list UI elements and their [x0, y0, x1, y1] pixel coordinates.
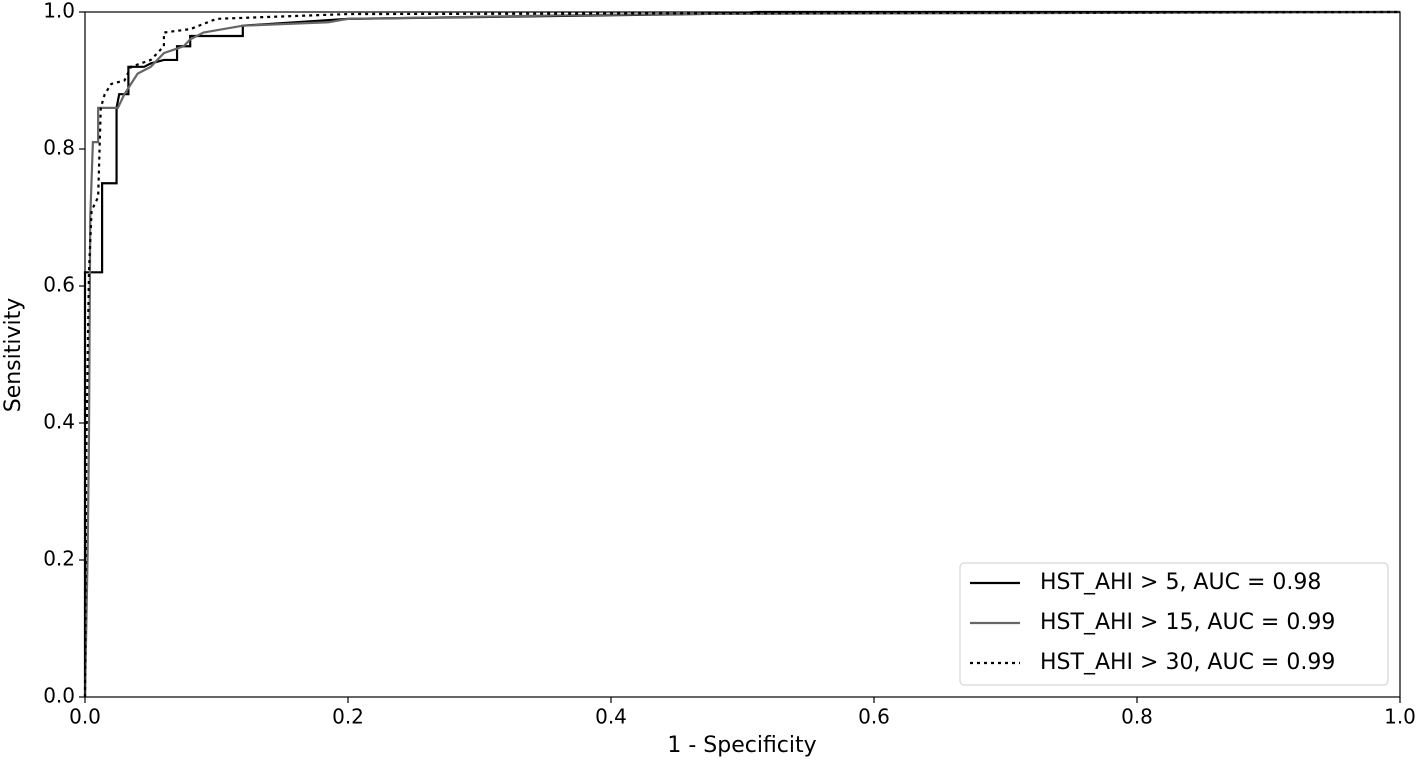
x-tick-label: 0.4: [595, 705, 627, 729]
roc-line: [83, 10, 1401, 698]
x-tick-label: 0.2: [332, 705, 364, 729]
legend-box: [959, 562, 1389, 686]
y-tick-label: 0.2: [43, 547, 75, 571]
x-axis-label: 1 - Specificity: [667, 733, 816, 758]
y-tick-label: 0.4: [43, 410, 75, 434]
legend-label: HST_AHI > 5, AUC = 0.98: [1040, 570, 1321, 595]
legend-label: HST_AHI > 30, AUC = 0.99: [1040, 650, 1335, 675]
legend-label: HST_AHI > 15, AUC = 0.99: [1040, 610, 1335, 635]
x-tick-label: 0.8: [1121, 705, 1153, 729]
x-tick-label: 0.6: [858, 705, 890, 729]
y-tick-label: 0.8: [43, 136, 75, 160]
x-tick-label: 0.0: [69, 705, 101, 729]
roc-line: [83, 10, 1401, 698]
roc-line: [83, 10, 1400, 697]
y-tick-label: 1.0: [43, 0, 75, 23]
y-axis-label: Sensitivity: [1, 298, 26, 413]
y-tick-label: 0.0: [43, 684, 75, 708]
plot-frame: [84, 11, 1401, 698]
x-tick-label: 1.0: [1384, 705, 1416, 729]
y-tick-label: 0.6: [43, 273, 75, 297]
